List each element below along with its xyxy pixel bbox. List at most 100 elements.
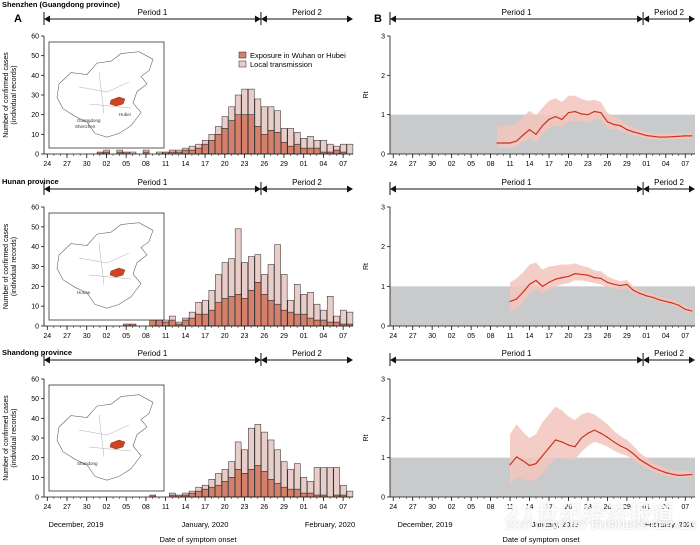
a1-bar-exposure <box>248 114 255 155</box>
b3-rt-point <box>678 474 680 476</box>
b3-period2-arrow-left <box>643 356 650 364</box>
a2-bar-local <box>274 244 281 305</box>
a1-period2-arrow-left <box>260 15 267 23</box>
a1-bar-local <box>300 138 308 149</box>
b1-rt-point <box>639 132 641 135</box>
a1-bar-exposure <box>333 149 341 155</box>
b1-rt-point <box>574 110 576 113</box>
b2-x-tick-label: 01 <box>642 333 650 340</box>
a2-period2-label: Period 2 <box>292 178 322 187</box>
a3-bar-local <box>346 490 354 498</box>
a1-hubei-region <box>109 96 126 107</box>
a2-x-tick-label: 11 <box>162 333 169 340</box>
a1-y-label-line2: (individual records) <box>11 65 18 124</box>
b3-x-tick-label: 02 <box>448 504 456 511</box>
a1-bar-local <box>182 147 189 151</box>
b3-x-tick-label: 23 <box>584 504 592 511</box>
a3-bar-local <box>320 467 327 496</box>
b3-rt-point <box>528 464 531 467</box>
a3-bar-local <box>333 467 341 496</box>
a1-period1-label: Period 1 <box>138 8 168 17</box>
a1-bar-local <box>261 106 268 135</box>
a3-bar-local <box>241 449 248 474</box>
b3-x-tick-label: 11 <box>506 504 513 511</box>
a3-period1-arrow-right <box>254 356 261 364</box>
a3-bar-local <box>188 490 196 494</box>
a2-y-tick-label: 60 <box>31 205 39 212</box>
b2-rt-point <box>639 292 641 295</box>
a2-x-tick-label: 01 <box>300 333 308 340</box>
a3-x-tick-label: 30 <box>83 504 91 511</box>
a2-period1-arrow-left <box>44 185 50 193</box>
a1-bar-local <box>142 149 150 153</box>
a3-bar-exposure <box>261 471 268 498</box>
a3-x-tick-label: 23 <box>241 504 249 511</box>
a2-bar-local <box>241 262 248 299</box>
a3-bar-exposure <box>221 481 229 498</box>
b2-rt-point <box>632 289 634 291</box>
b1-x-tick-label: 01 <box>642 161 650 168</box>
a1-bar-local <box>320 139 327 153</box>
b3-x-tick-label: 24 <box>389 504 397 511</box>
a2-x-tick-label: 26 <box>260 333 268 340</box>
a3-bar-local <box>326 467 334 498</box>
a1-bar-local <box>215 126 222 135</box>
b2-period2-arrow-right <box>689 185 695 193</box>
a2-bar-local <box>340 309 347 325</box>
a2-bar-exposure <box>202 313 209 327</box>
a2-bar-exposure <box>274 303 281 327</box>
legend-swatch-local <box>238 60 247 68</box>
b2-rt-point <box>580 273 583 276</box>
b2-rt-point <box>619 284 621 287</box>
a-month-label-feb: February, 2020 <box>305 520 355 529</box>
b2-period1-arrow-right <box>637 185 644 193</box>
b3-x-tick-label: 04 <box>662 504 670 511</box>
b3-rt-point <box>645 462 647 465</box>
a2-x-tick-label: 23 <box>241 333 249 340</box>
b1-rt-point <box>548 118 550 120</box>
a2-bar-exposure <box>261 294 268 327</box>
a1-x-tick-label: 24 <box>43 161 51 168</box>
a1-bar-local <box>307 136 314 149</box>
b1-x-tick-label: 23 <box>584 161 592 168</box>
b2-rt-point <box>600 277 602 279</box>
b2-rt-point <box>671 302 673 304</box>
a2-x-tick-label: 05 <box>122 333 130 340</box>
b1-x-tick-label: 24 <box>389 161 397 168</box>
a3-bar-exposure <box>234 469 242 498</box>
b3-rt-point <box>548 447 550 449</box>
a3-bar-local <box>234 441 242 470</box>
watermark-english: 21ST CENTURY BUSINESS HERALD <box>506 520 697 532</box>
b2-rt-point <box>652 296 654 299</box>
a3-bar-local <box>228 461 235 478</box>
b2-x-tick-label: 30 <box>428 333 436 340</box>
b3-rt-point <box>593 429 596 431</box>
b1-period1-arrow-right <box>637 15 644 23</box>
a2-x-tick-label: 07 <box>339 333 347 340</box>
b3-rt-point <box>574 446 576 448</box>
b2-rt-point <box>593 277 596 279</box>
a1-bar-local <box>346 143 354 155</box>
a1-bar-local <box>169 149 176 153</box>
a1-y-tick-label: 10 <box>31 132 39 139</box>
a2-period2-arrow-right <box>347 185 353 193</box>
b1-rt-point <box>535 133 537 135</box>
b3-period2-label: Period 2 <box>654 349 684 358</box>
a1-bar-local <box>116 149 124 153</box>
a2-bar-local <box>300 294 308 315</box>
a2-x-tick-label: 20 <box>221 333 229 340</box>
a3-bar-exposure <box>287 488 294 498</box>
b-x-axis-label: Date of symptom onset <box>502 535 580 544</box>
b1-period2-arrow-right <box>689 15 695 23</box>
a1-x-tick-label: 05 <box>122 161 130 168</box>
b2-x-tick-label: 24 <box>389 333 397 340</box>
a3-bar-local <box>300 477 308 494</box>
b1-rt-point <box>496 142 498 144</box>
a3-bar-exposure <box>208 486 216 498</box>
a3-bar-exposure <box>300 492 308 498</box>
a1-bar-local <box>228 106 235 121</box>
a3-bar-exposure <box>274 482 281 498</box>
a1-bar-exposure <box>188 149 196 155</box>
a3-bar-local <box>169 492 176 496</box>
